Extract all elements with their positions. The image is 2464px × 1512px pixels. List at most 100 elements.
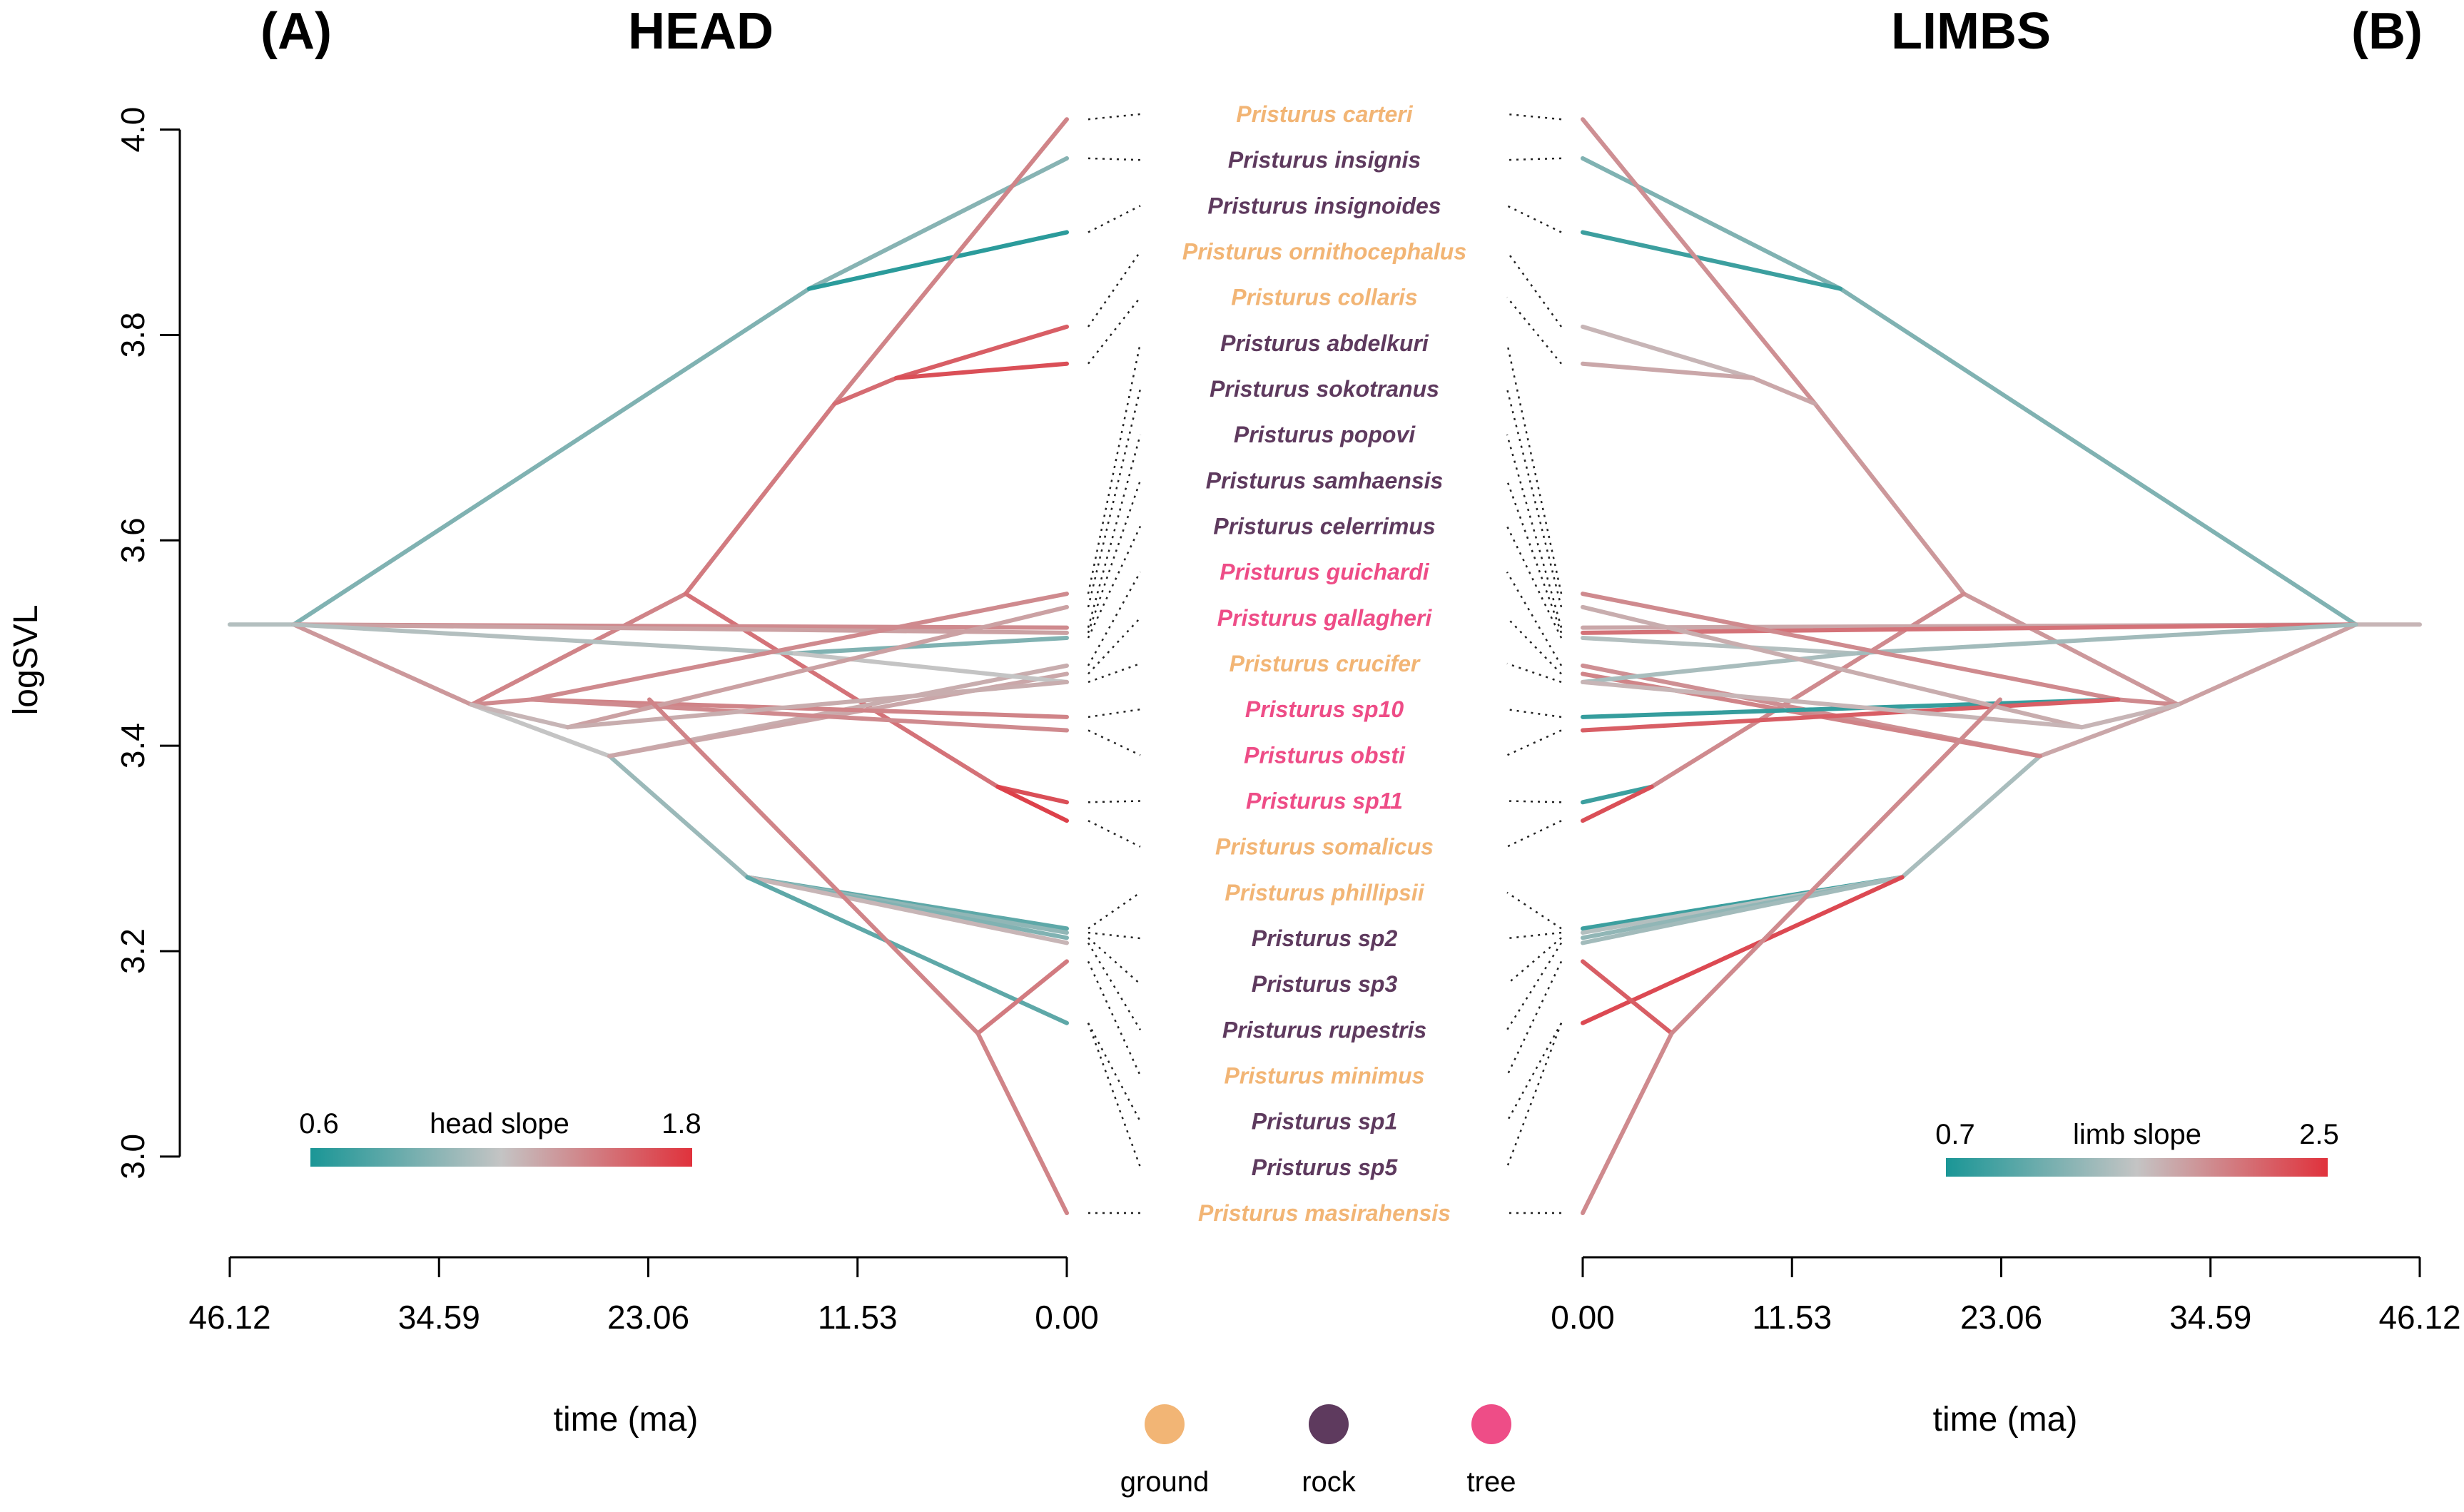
species-label: Pristurus sp3	[1252, 971, 1398, 997]
head-slope-min: 0.6	[299, 1108, 339, 1140]
connector-left	[1087, 343, 1142, 594]
species-label: Pristurus obsti	[1244, 742, 1406, 768]
limb-branch	[2037, 702, 2181, 758]
limb-branch	[1669, 697, 2002, 1036]
legend-swatch-tree	[1471, 1404, 1511, 1444]
species-label: Pristurus gallagheri	[1217, 605, 1433, 631]
connector-left	[1087, 434, 1142, 628]
limb-slope-max: 2.5	[2299, 1119, 2339, 1150]
legend-label-rock: rock	[1302, 1466, 1357, 1498]
head-branch	[291, 286, 811, 627]
panel-b-title: LIMBS	[1891, 3, 2051, 60]
y-axis-label: logSVL	[7, 605, 45, 716]
limb-branch	[1581, 1031, 1674, 1215]
species-label: Pristurus crucifer	[1230, 651, 1421, 676]
limb-branch	[1581, 875, 1905, 1025]
connector-left	[1087, 931, 1141, 940]
limb-branch	[1581, 636, 1857, 656]
head-branch	[832, 117, 1069, 406]
y-tick-label: 3.2	[114, 928, 151, 974]
head-branch	[792, 651, 1069, 684]
x-tick-label: 0.00	[1035, 1299, 1099, 1336]
limb-branch	[1581, 156, 1843, 291]
connector-right	[1506, 1023, 1563, 1168]
head-branch	[291, 622, 474, 707]
x-tick-label: 23.06	[607, 1299, 689, 1336]
limb-branch	[1581, 117, 1817, 406]
connector-right	[1506, 480, 1563, 634]
x-tick-label: 46.12	[2378, 1299, 2460, 1336]
head-slope-colorbar: 0.6 head slope 1.8	[299, 1108, 701, 1167]
limb-branch	[1852, 622, 2358, 656]
connector-right	[1506, 931, 1562, 940]
limb-slope-min: 0.7	[1935, 1119, 1975, 1150]
x-axis-label-left: time (ma)	[554, 1401, 699, 1439]
limb-branch	[1581, 622, 2358, 635]
x-tick-label: 23.06	[1960, 1299, 2042, 1336]
connector-right	[1506, 729, 1562, 756]
limb-branch	[1581, 361, 1756, 380]
head-branch	[975, 959, 1069, 1036]
limb-branch	[1581, 697, 2121, 733]
x-tick-label: 0.00	[1551, 1299, 1615, 1336]
species-label: Pristurus collaris	[1231, 285, 1417, 310]
head-branch	[995, 784, 1069, 823]
x-tick-label: 11.53	[818, 1299, 898, 1336]
species-label: Pristurus rupestris	[1222, 1017, 1426, 1042]
connector-left	[1087, 1023, 1142, 1122]
connector-right	[1506, 820, 1562, 848]
connector-left	[1087, 113, 1141, 121]
species-label: Pristurus popovi	[1234, 422, 1416, 447]
limb-slope-title: limb slope	[2073, 1119, 2201, 1150]
x-tick-label: 34.59	[2169, 1299, 2251, 1336]
connector-right	[1506, 250, 1563, 328]
connector-left	[1087, 572, 1142, 666]
head-branch	[607, 754, 750, 880]
connector-right	[1506, 617, 1562, 675]
limb-branch	[2176, 622, 2358, 707]
legend-label-ground: ground	[1120, 1466, 1210, 1498]
head-branch	[893, 324, 1069, 380]
y-axis: 3.0 3.2 3.4 3.6 3.8 4.0	[114, 107, 181, 1179]
connector-right	[1506, 1023, 1563, 1122]
connector-left	[1087, 205, 1141, 233]
connector-right	[1506, 800, 1562, 803]
habitat-legend: ground rock tree	[1120, 1404, 1516, 1498]
limb-branch	[1581, 592, 2121, 702]
connector-left	[1087, 937, 1141, 985]
connector-left	[1087, 891, 1141, 930]
head-branch	[469, 697, 534, 707]
head-branch	[647, 697, 980, 1036]
connector-right	[1506, 891, 1562, 930]
legend-label-tree: tree	[1467, 1466, 1516, 1498]
head-slope-title: head slope	[430, 1108, 569, 1140]
head-branch	[806, 230, 1069, 291]
head-branches	[228, 117, 1069, 1215]
head-branch	[832, 375, 898, 406]
head-branch	[529, 592, 1069, 702]
connector-right	[1506, 296, 1562, 365]
connector-left	[1087, 617, 1141, 675]
limb-branch	[1581, 230, 1843, 291]
connector-right	[1506, 708, 1562, 719]
connector-left	[1087, 708, 1141, 719]
x-axis-left: 46.12 34.59 23.06 11.53 0.00	[188, 1256, 1099, 1336]
head-branch	[792, 636, 1069, 656]
limb-branch	[1581, 604, 2084, 730]
species-label: Pristurus sokotranus	[1210, 376, 1439, 402]
head-slope-gradient	[310, 1148, 692, 1167]
head-branch	[745, 875, 1069, 945]
head-branch	[565, 679, 1069, 730]
head-branch	[469, 702, 612, 758]
connector-left	[1087, 250, 1142, 328]
species-label: Pristurus somalicus	[1215, 834, 1434, 860]
species-label: Pristurus sp11	[1246, 788, 1403, 814]
connector-left	[1087, 296, 1141, 365]
species-label: Pristurus insignoides	[1207, 193, 1441, 218]
limb-branches	[1581, 117, 2422, 1215]
x-axis-label-right: time (ma)	[1933, 1401, 2078, 1439]
limb-branch	[1751, 375, 1817, 406]
species-label: Pristurus sp1	[1252, 1109, 1398, 1135]
y-tick-label: 3.0	[114, 1134, 151, 1179]
x-tick-label: 46.12	[188, 1299, 270, 1336]
